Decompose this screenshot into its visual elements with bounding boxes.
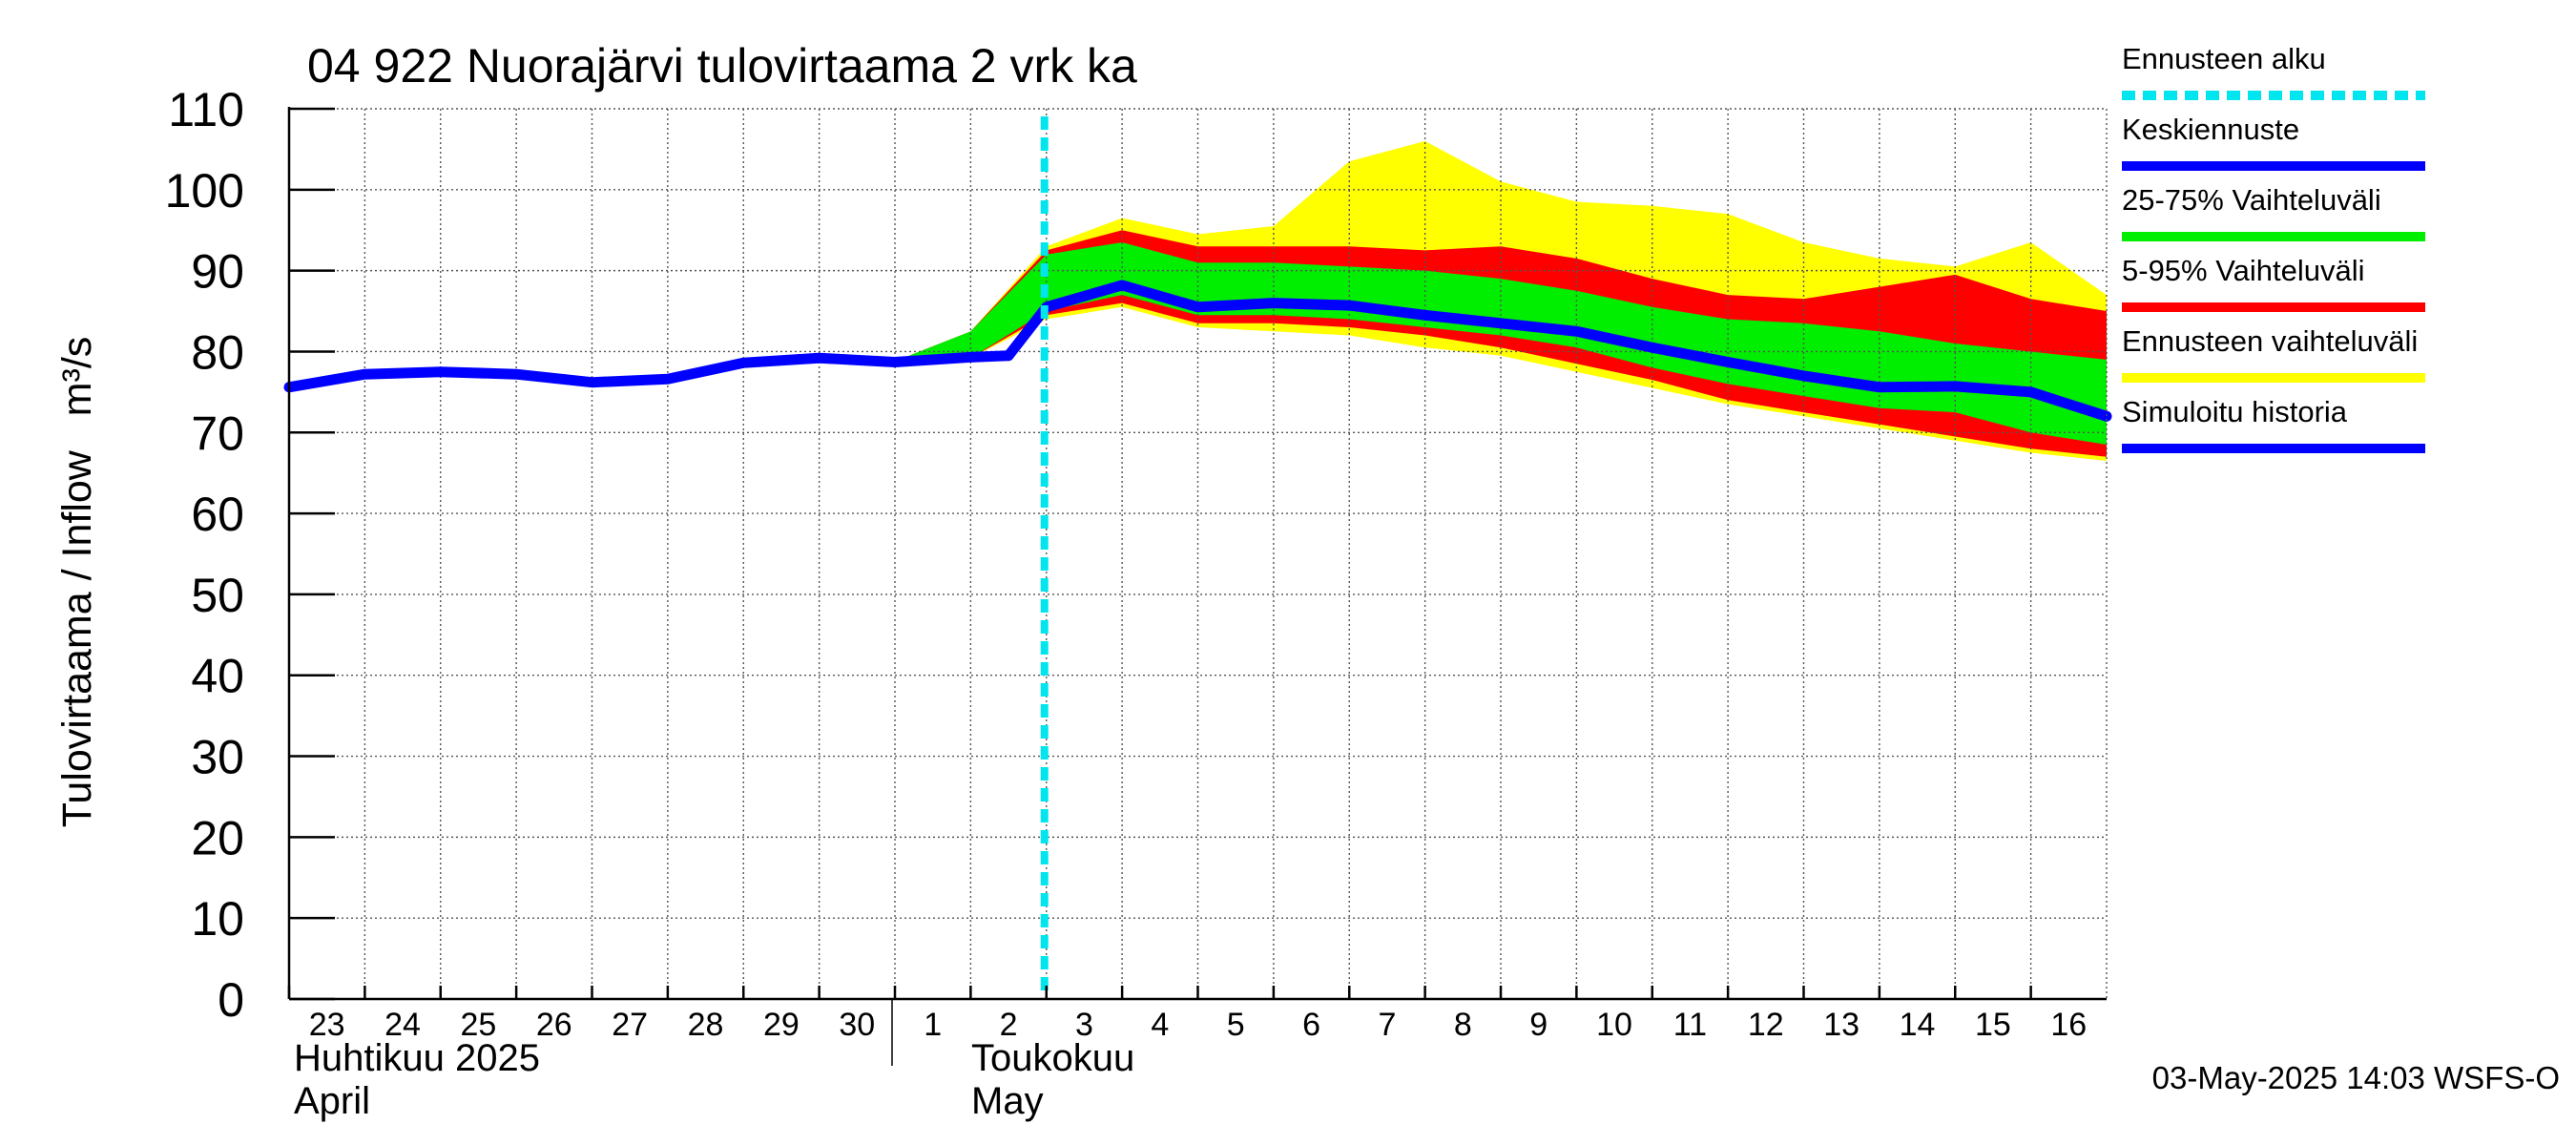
x-tick-label: 10 <box>1596 1007 1632 1043</box>
y-tick-label: 0 <box>218 973 244 1027</box>
y-axis-label: Tulovirtaama / Inflow m³/s <box>54 337 100 828</box>
series-lines <box>283 116 2112 999</box>
legend-label: 5-95% Vaihteluväli <box>2122 254 2364 287</box>
y-tick-label: 80 <box>191 325 244 379</box>
x-tick-label: 9 <box>1529 1007 1548 1043</box>
y-axis: 0 10 20 30 40 50 60 70 80 90 100 110 <box>165 83 335 1027</box>
x-tick-label: 8 <box>1454 1007 1472 1043</box>
y-tick-label: 20 <box>191 811 244 864</box>
month-label-en: May <box>971 1080 1044 1122</box>
month-label-fi: Toukokuu <box>971 1037 1134 1079</box>
legend-label: 25-75% Vaihteluväli <box>2122 183 2381 217</box>
x-tick-label: 27 <box>612 1007 648 1043</box>
series-line-simuloitu-historia <box>283 350 1014 393</box>
x-tick-label: 25 <box>461 1007 497 1043</box>
series-line-keskiennuste <box>1003 280 2112 422</box>
timestamp: 03-May-2025 14:03 WSFS-O <box>2152 1060 2560 1095</box>
x-tick-label: 14 <box>1900 1007 1936 1043</box>
y-tick-label: 30 <box>191 731 244 784</box>
x-axis: 23 24 25 26 27 28 29 30 1 2 3 4 5 6 7 8 9 10 11 12 13 14 15 16H… <box>287 986 2087 1122</box>
grid <box>289 108 2107 999</box>
x-tick-label: 3 <box>1075 1007 1093 1043</box>
x-tick-label: 11 <box>1673 1007 1707 1043</box>
x-tick-label: 2 <box>1000 1007 1018 1043</box>
legend-label: Ennusteen vaihteluväli <box>2122 324 2418 358</box>
x-tick-label: 29 <box>763 1007 800 1043</box>
x-tick-label: 24 <box>384 1007 421 1043</box>
y-tick-label: 100 <box>165 164 244 218</box>
legend-label: Keskiennuste <box>2122 113 2299 146</box>
legend: Ennusteen alku Keskiennuste 25-75% Vaihtel… <box>2122 42 2425 453</box>
y-tick-label: 10 <box>191 892 244 946</box>
x-tick-label: 7 <box>1378 1007 1396 1043</box>
chart-title: 04 922 Nuorajärvi tulovirtaama 2 vrk ka <box>307 39 1137 93</box>
x-tick-label: 23 <box>309 1007 345 1043</box>
x-tick-label: 16 <box>2050 1007 2087 1043</box>
x-tick-label: 15 <box>1975 1007 2011 1043</box>
month-label-en: April <box>294 1080 370 1122</box>
legend-label: Ennusteen alku <box>2122 42 2326 75</box>
y-tick-label: 70 <box>191 406 244 460</box>
x-tick-label: 5 <box>1227 1007 1245 1043</box>
band-25-75-vaihteluv-li <box>895 242 2107 445</box>
x-tick-label: 12 <box>1748 1007 1784 1043</box>
y-tick-label: 110 <box>168 83 244 136</box>
x-tick-label: 30 <box>839 1007 875 1043</box>
x-tick-label: 13 <box>1823 1007 1859 1043</box>
y-tick-label: 40 <box>191 650 244 703</box>
month-label-fi: Huhtikuu 2025 <box>294 1037 540 1079</box>
y-tick-label: 90 <box>191 245 244 299</box>
legend-label: Simuloitu historia <box>2122 395 2348 428</box>
x-tick-label: 26 <box>536 1007 572 1043</box>
x-tick-label: 1 <box>924 1007 942 1043</box>
y-tick-label: 60 <box>191 488 244 541</box>
x-tick-label: 28 <box>688 1007 724 1043</box>
x-tick-label: 6 <box>1302 1007 1320 1043</box>
y-tick-label: 50 <box>191 569 244 622</box>
x-tick-label: 4 <box>1151 1007 1169 1043</box>
